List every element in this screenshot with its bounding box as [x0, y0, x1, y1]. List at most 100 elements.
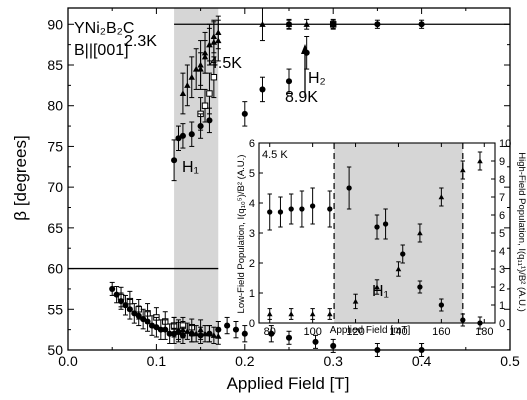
y-tick-label: 75 — [47, 138, 63, 154]
main-data-point — [285, 334, 293, 341]
y-tick-label: 70 — [47, 179, 63, 195]
main-data-point — [197, 332, 204, 339]
inset-x-tick-label: 120 — [346, 326, 364, 338]
inset-y-left-tick-label: 0 — [249, 318, 255, 330]
main-data-point — [215, 29, 222, 35]
inset-x-tick-label: 80 — [264, 326, 276, 338]
main-data-point — [175, 329, 182, 336]
main-data-point — [179, 332, 186, 339]
inset-y-left-tick-label: 5 — [249, 168, 255, 180]
main-data-point — [206, 41, 213, 48]
inset-data-point — [277, 209, 284, 215]
main-data-point — [268, 330, 275, 337]
annotation-8-9k: 8.9K — [285, 89, 318, 106]
annotation-sample: YNi₂B₂C — [74, 20, 134, 37]
main-data-point — [285, 78, 293, 85]
inset-y-left-tick-label: 1 — [249, 288, 255, 300]
main-data-point — [179, 132, 186, 139]
main-data-point — [162, 326, 169, 333]
inset-data-point — [352, 298, 359, 304]
main-data-point — [184, 82, 191, 88]
inset-y-left-title: Low-Field Population, I(q₁₀⁵)/B² (A.U.) — [236, 155, 247, 314]
inset-data-points — [266, 151, 483, 330]
main-data-point — [171, 157, 178, 164]
inset-y-right-tick-label: 0 — [499, 318, 505, 330]
main-data-point — [140, 316, 147, 323]
main-data-point — [153, 324, 160, 331]
main-data-point — [192, 65, 200, 72]
inset-data-point — [400, 251, 406, 257]
main-data-point — [330, 21, 337, 28]
main-data-point — [206, 117, 213, 124]
inset-data-point — [266, 311, 273, 317]
inset-data-point — [438, 302, 445, 308]
inset-tick-labels: 80 100 120 140 160 180 0 1 2 3 4 5 6 0 1 2 3 4 5 6 7 8 9 10 — [249, 138, 511, 338]
main-data-point — [241, 110, 248, 117]
inset-chart: 80 100 120 140 160 180 0 1 2 3 4 5 6 0 1 2 3 4 5 6 7 8 9 10 4.5… — [236, 138, 527, 338]
inset-y-right-tick-label: 8 — [499, 174, 505, 186]
main-data-point — [259, 21, 266, 27]
main-series-3 — [109, 68, 425, 358]
inset-data-point — [288, 206, 294, 212]
x-tick-label: 0.0 — [58, 353, 78, 369]
main-data-point — [144, 318, 151, 325]
y-axis-title: β [degrees] — [11, 135, 30, 220]
y-tick-label: 85 — [47, 57, 63, 73]
inset-x-tick-label: 140 — [389, 326, 407, 338]
main-data-point — [259, 86, 266, 93]
main-data-point — [131, 310, 138, 317]
inset-y-right-tick-label: 7 — [499, 192, 505, 204]
main-data-point — [184, 328, 191, 334]
inset-y-right-tick-label: 6 — [499, 210, 505, 222]
inset-y-left-tick-label: 3 — [249, 228, 255, 240]
inset-y-right-tick-label: 10 — [499, 138, 511, 150]
main-axes — [67, 7, 511, 351]
inset-data-point — [460, 167, 466, 173]
inset-x-tick-label: 100 — [303, 326, 321, 338]
main-data-point — [210, 332, 218, 338]
main-data-point — [197, 61, 204, 68]
main-data-point — [210, 73, 218, 81]
inset-y-right-title: High-Field Population, I(q₁₁¹)/B² (A.U.) — [516, 152, 527, 312]
main-data-point — [166, 330, 173, 337]
inset-data-point — [309, 203, 316, 209]
inset-shaded-band — [334, 143, 463, 323]
inset-axes — [258, 142, 496, 324]
main-data-point — [285, 21, 293, 28]
main-data-point — [188, 330, 195, 337]
main-data-point — [188, 74, 195, 80]
inset-y-right-tick-label: 5 — [499, 228, 505, 240]
inset-series-1 — [266, 151, 483, 320]
main-data-point — [157, 326, 164, 333]
main-data-point — [418, 21, 425, 28]
h2-arrow — [301, 44, 309, 96]
inset-data-point — [288, 311, 294, 317]
inset-data-point — [460, 317, 466, 323]
x-tick-label: 0.5 — [500, 353, 520, 369]
main-data-point — [241, 330, 248, 337]
inset-y-left-tick-label: 2 — [249, 258, 255, 270]
x-tick-label: 0.1 — [147, 353, 167, 369]
inset-shaded-region — [333, 143, 464, 323]
y-tick-label: 60 — [47, 261, 63, 277]
inset-data-point — [299, 206, 305, 212]
inset-y-right-tick-label: 1 — [499, 300, 505, 312]
y-tick-label: 80 — [47, 98, 63, 114]
annotation-4-5k: 4.5K — [209, 55, 242, 72]
inset-data-point — [327, 206, 333, 212]
inset-y-right-tick-label: 3 — [499, 264, 505, 276]
main-data-point — [118, 298, 125, 305]
inset-data-point — [327, 311, 333, 317]
main-data-point — [179, 90, 187, 97]
inset-x-axis-title: Applied Field [mT] — [330, 325, 411, 336]
annotation-h1: H₁ — [182, 159, 199, 176]
y-tick-label: 90 — [47, 16, 63, 32]
main-data-point — [135, 312, 142, 319]
main-data-point — [224, 322, 231, 329]
inset-x-tick-label: 160 — [432, 326, 450, 338]
inset-data-point — [395, 266, 402, 272]
main-data-point — [188, 131, 195, 138]
main-reference-lines — [68, 23, 510, 270]
